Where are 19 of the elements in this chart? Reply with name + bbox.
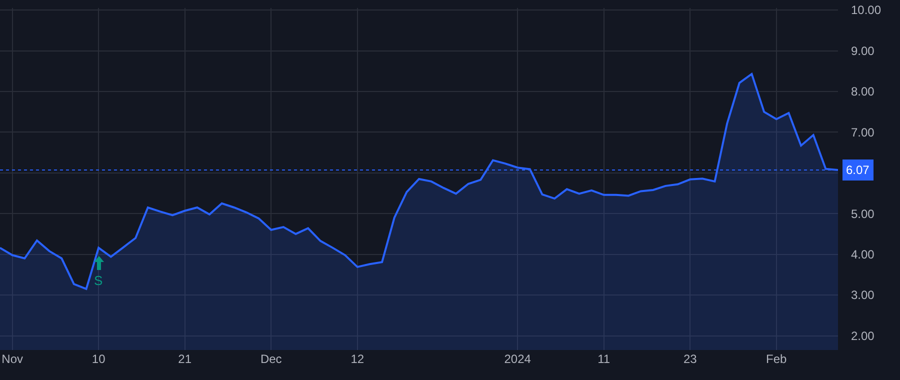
y-tick-label: 8.00 [851,84,875,99]
x-tick-label: 21 [178,352,192,366]
x-tick-label: Dec [260,352,282,366]
y-tick-label: 2.00 [851,328,875,343]
y-tick-label: 5.00 [851,206,875,221]
annotation: S [94,273,103,288]
ref-line-label: 6.07 [846,163,870,177]
x-tick-label: 23 [683,352,698,366]
x-tick-label: 2024 [504,352,532,366]
y-tick-label: 4.00 [851,248,875,262]
x-tick-label: 11 [598,352,610,366]
x-tick-label: Nov [2,352,23,366]
y-tick-label: 3.00 [851,288,875,302]
y-tick-label: 9.00 [851,44,875,58]
x-tick-label: 12 [350,352,364,366]
x-tick-label: 10 [92,352,106,366]
y-tick-label: 10.00 [851,3,882,18]
x-tick-label: Feb [766,352,788,366]
y-tick-label: 7.00 [851,125,875,140]
